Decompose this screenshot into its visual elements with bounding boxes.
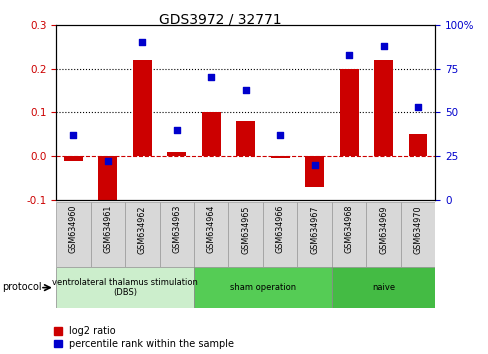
Text: naive: naive [371,283,394,292]
Bar [297,202,331,267]
Point [173,127,181,133]
Legend: log2 ratio, percentile rank within the sample: log2 ratio, percentile rank within the s… [54,326,234,349]
Point [69,132,77,138]
Point [138,40,146,45]
Text: sham operation: sham operation [229,283,295,292]
Bar [56,267,194,308]
Bar [56,202,90,267]
Bar [236,121,255,156]
Bar [194,267,331,308]
Text: GSM634970: GSM634970 [413,205,422,253]
Bar [366,202,400,267]
Text: protocol: protocol [2,282,42,292]
Bar [64,156,83,161]
Bar [263,202,297,267]
Text: GSM634961: GSM634961 [103,205,112,253]
Bar [228,202,263,267]
Bar [90,202,125,267]
Bar [331,202,366,267]
Bar [98,156,117,204]
Bar [270,156,289,158]
Bar [407,134,427,156]
Point [104,159,112,164]
Text: GSM634965: GSM634965 [241,205,250,253]
Point [276,132,284,138]
Bar [305,156,324,187]
Point [379,43,386,48]
Point [413,104,421,110]
Point [345,52,352,57]
Text: GSM634963: GSM634963 [172,205,181,253]
Text: GSM634962: GSM634962 [138,205,146,253]
Text: GSM634966: GSM634966 [275,205,284,253]
Bar [125,202,159,267]
Point [242,87,249,92]
Bar [202,113,220,156]
Point [207,75,215,80]
Bar [159,202,194,267]
Bar [167,152,186,156]
Text: GSM634968: GSM634968 [344,205,353,253]
Bar [339,69,358,156]
Text: GDS3972 / 32771: GDS3972 / 32771 [159,12,281,27]
Point [310,162,318,168]
Bar [373,60,392,156]
Text: ventrolateral thalamus stimulation
(DBS): ventrolateral thalamus stimulation (DBS) [52,278,198,297]
Bar [331,267,434,308]
Text: GSM634960: GSM634960 [69,205,78,253]
Text: GSM634964: GSM634964 [206,205,215,253]
Bar [194,202,228,267]
Text: GSM634969: GSM634969 [378,205,387,253]
Bar [400,202,434,267]
Bar [133,60,152,156]
Text: GSM634967: GSM634967 [309,205,319,253]
